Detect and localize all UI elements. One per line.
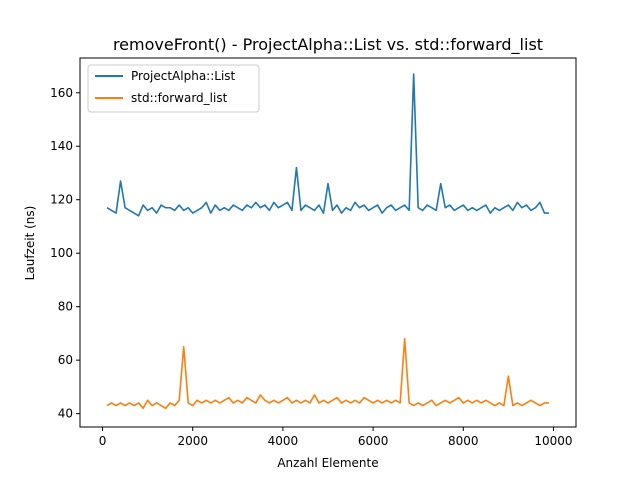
y-axis-ticks: 40 60 80 100 120 140 160 (50, 86, 80, 421)
x-axis-label: Anzahl Elemente (277, 456, 378, 470)
y-tick-label: 40 (58, 407, 73, 421)
x-tick-label: 4000 (268, 434, 299, 448)
legend-box (87, 64, 260, 113)
x-tick-label: 8000 (448, 434, 479, 448)
y-tick-label: 120 (50, 193, 73, 207)
y-tick-label: 60 (58, 353, 73, 367)
plot-frame (79, 57, 577, 428)
x-tick-label: 10000 (534, 434, 572, 448)
legend-entry: std::forward_list (131, 91, 228, 105)
y-tick-label: 80 (58, 300, 73, 314)
y-tick-label: 160 (50, 86, 73, 100)
plot-lines (106, 73, 549, 410)
x-tick-label: 0 (99, 434, 107, 448)
legend-entry: ProjectAlpha::List (131, 69, 236, 83)
y-tick-label: 100 (50, 246, 73, 260)
y-axis-label: Laufzeit (ns) (23, 206, 37, 281)
series-line-0 (106, 73, 549, 217)
x-tick-label: 6000 (358, 434, 389, 448)
x-tick-label: 2000 (177, 434, 208, 448)
series-line-1 (106, 337, 549, 410)
chart-title: removeFront() - ProjectAlpha::List vs. s… (113, 35, 543, 55)
y-tick-label: 140 (50, 139, 73, 153)
x-axis-ticks: 0 2000 4000 6000 8000 10000 (99, 427, 573, 448)
